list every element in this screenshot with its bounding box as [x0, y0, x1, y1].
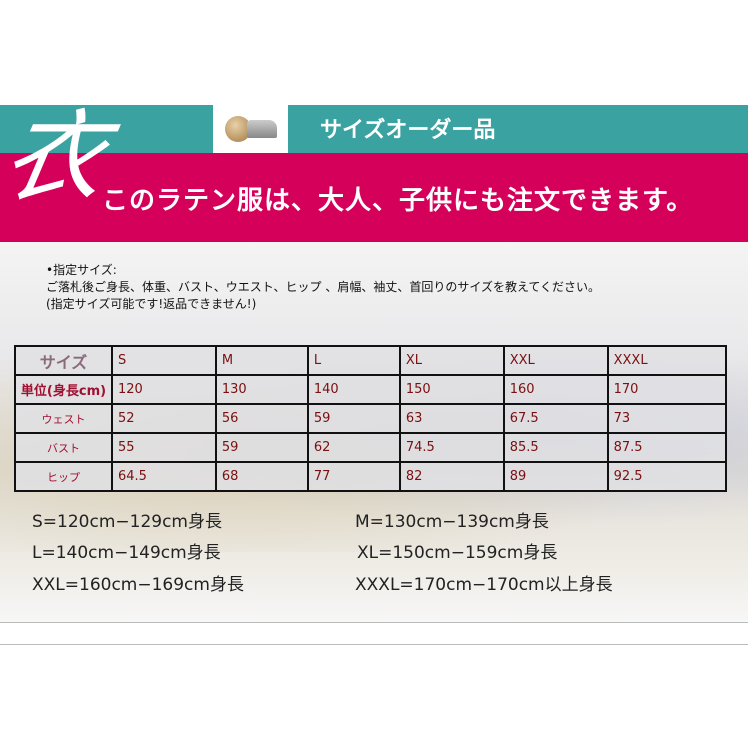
header-cell: XXXL	[606, 345, 728, 376]
cell: 59	[306, 403, 401, 434]
size-note-m: M=130cm−139cm身長	[355, 512, 549, 532]
cell: 92.5	[606, 461, 728, 492]
divider	[0, 622, 748, 623]
cell: 63	[398, 403, 505, 434]
cell: 62	[306, 432, 401, 463]
header-cell: S	[111, 345, 217, 376]
cell: 59	[214, 432, 309, 463]
brush-calligraphy: 衣	[0, 99, 115, 216]
cell: 56	[214, 403, 309, 434]
cell: 89	[502, 461, 609, 492]
cell: 77	[306, 461, 401, 492]
header-cell: M	[214, 345, 309, 376]
cell: 85.5	[502, 432, 609, 463]
row-label: 単位(身長cm)	[14, 374, 113, 405]
size-note: •指定サイズ: ご落札後ご身長、体重、バスト、ウエスト、ヒップ 、肩幅、袖丈、首…	[46, 262, 600, 313]
note-warning: (指定サイズ可能です!返品できません!)	[46, 297, 257, 311]
cell: 87.5	[606, 432, 728, 463]
table-row: バスト 55 59 62 74.5 85.5 87.5	[14, 432, 728, 463]
note-heading: •指定サイズ:	[46, 263, 117, 277]
table-row: 単位(身長cm) 120 130 140 150 160 170	[14, 374, 728, 405]
table-header-row: サイズ S M L XL XXL XXXL	[14, 345, 728, 376]
size-note-xxxl: XXXL=170cm−170cm以上身長	[355, 575, 613, 595]
banner-band	[0, 153, 748, 242]
cell: 120	[111, 374, 217, 405]
size-note-l: L=140cm−149cm身長	[32, 543, 221, 563]
size-note-xl: XL=150cm−159cm身長	[357, 543, 558, 563]
banner-text: このラテン服は、大人、子供にも注文できます。	[102, 186, 694, 216]
cell: 67.5	[502, 403, 609, 434]
van-icon	[246, 120, 277, 138]
cell: 52	[111, 403, 217, 434]
header-cell: サイズ	[14, 345, 113, 376]
title-band	[0, 105, 748, 153]
size-table: サイズ S M L XL XXL XXXL 単位(身長cm) 120 130 1…	[14, 345, 728, 492]
cell: 68	[214, 461, 309, 492]
table-row: ヒップ 64.5 68 77 82 89 92.5	[14, 461, 728, 492]
globe-icon	[224, 116, 251, 142]
cell: 64.5	[111, 461, 217, 492]
cell: 130	[214, 374, 309, 405]
cell: 150	[398, 374, 505, 405]
size-note-xxl: XXL=160cm−169cm身長	[32, 575, 244, 595]
row-label: バスト	[14, 432, 113, 463]
cell: 140	[306, 374, 401, 405]
cell: 82	[398, 461, 505, 492]
cell: 73	[606, 403, 728, 434]
row-label: ウェスト	[14, 403, 113, 434]
shipping-image	[213, 105, 288, 153]
cell: 74.5	[398, 432, 505, 463]
row-label: ヒップ	[14, 461, 113, 492]
band-title: サイズオーダー品	[320, 118, 496, 143]
header-cell: L	[306, 345, 401, 376]
header-cell: XXL	[502, 345, 609, 376]
cell: 170	[606, 374, 728, 405]
note-body: ご落札後ご身長、体重、バスト、ウエスト、ヒップ 、肩幅、袖丈、首回りのサイズを教…	[46, 280, 601, 294]
table-row: ウェスト 52 56 59 63 67.5 73	[14, 403, 728, 434]
cell: 160	[502, 374, 609, 405]
cell: 55	[111, 432, 217, 463]
size-note-s: S=120cm−129cm身長	[32, 512, 222, 532]
header-cell: XL	[398, 345, 505, 376]
divider	[0, 644, 748, 645]
